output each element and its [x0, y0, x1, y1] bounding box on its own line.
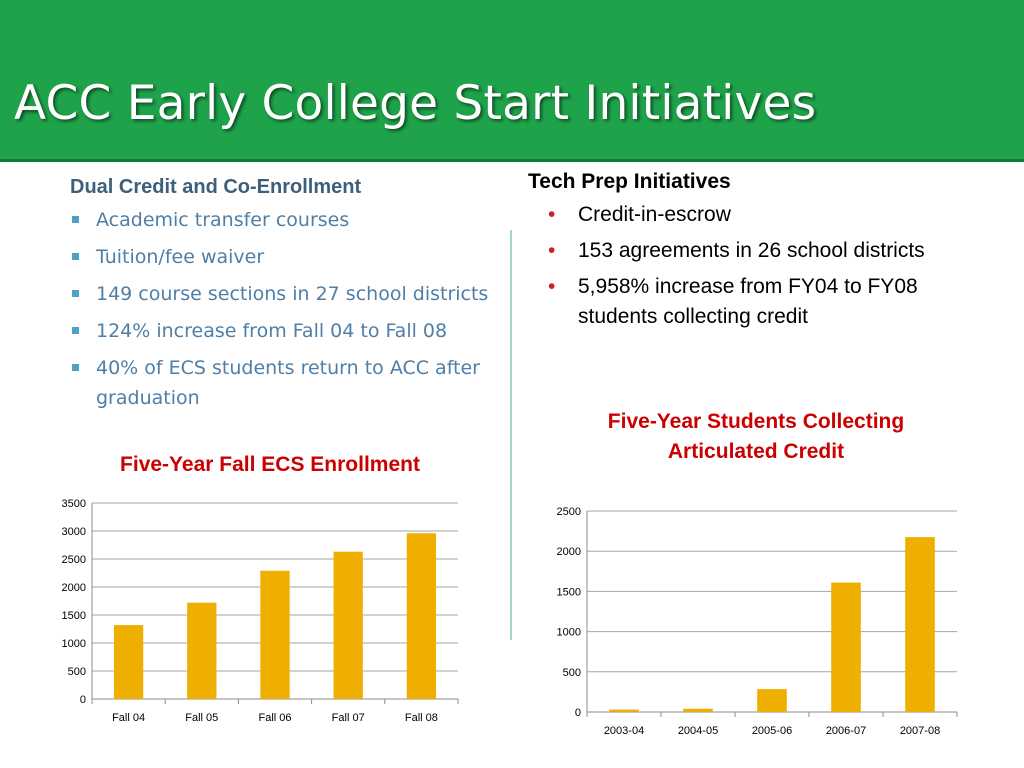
chart-title-articulated: Five-Year Students Collecting Articulate…	[607, 410, 905, 463]
list-item: • Credit-in-escrow	[528, 200, 968, 230]
list-item: Tuition/fee waiver	[70, 242, 490, 272]
bullet-text: Academic transfer courses	[96, 209, 350, 231]
square-bullet-icon	[72, 216, 79, 223]
round-bullet-icon: •	[548, 239, 556, 262]
bar	[406, 533, 437, 699]
y-tick-label: 3000	[62, 526, 86, 538]
x-tick-label: Fall 08	[405, 712, 438, 724]
y-tick-label: 1000	[557, 627, 581, 639]
list-item: 40% of ECS students return to ACC after …	[70, 353, 490, 413]
x-tick-label: 2005-06	[752, 725, 792, 737]
bar	[260, 570, 290, 699]
y-tick-label: 500	[68, 666, 86, 678]
y-tick-label: 1500	[557, 586, 581, 598]
slide-title: ACC Early College Start Initiatives	[14, 76, 817, 131]
bar	[757, 689, 787, 712]
chart-title-enrollment: Five-Year Fall ECS Enrollment	[120, 453, 420, 476]
round-bullet-icon: •	[548, 275, 556, 298]
x-tick-label: 2003-04	[604, 725, 644, 737]
right-bullet-list: • Credit-in-escrow • 153 agreements in 26 …	[528, 200, 968, 332]
bar	[609, 709, 639, 712]
bullet-text: Tuition/fee waiver	[96, 246, 265, 268]
y-tick-label: 2000	[557, 546, 581, 558]
y-tick-label: 2500	[557, 506, 581, 518]
x-tick-label: 2006-07	[826, 725, 866, 737]
x-tick-label: Fall 07	[332, 712, 365, 724]
y-tick-label: 500	[563, 667, 581, 679]
bar	[333, 551, 363, 699]
list-item: Academic transfer courses	[70, 205, 490, 235]
x-tick-label: 2007-08	[900, 725, 940, 737]
x-tick-label: Fall 05	[185, 712, 218, 724]
square-bullet-icon	[72, 364, 79, 371]
round-bullet-icon: •	[548, 203, 556, 226]
enrollment-bar-chart: 0 500 1000 1500 2000 2500 3000 3500 Fall 04 Fall …	[62, 498, 459, 724]
list-item: • 5,958% increase from FY04 to FY08 stude…	[528, 272, 968, 332]
x-tick-label: Fall 04	[112, 712, 145, 724]
bar	[113, 625, 144, 699]
left-heading: Dual Credit and Co-Enrollment	[70, 176, 362, 198]
bullet-text: 5,958% increase from FY04 to FY08 studen…	[578, 275, 918, 328]
y-tick-label: 1000	[62, 638, 86, 650]
square-bullet-icon	[72, 253, 79, 260]
bullet-text: 124% increase from Fall 04 to Fall 08	[96, 320, 448, 342]
list-item: 124% increase from Fall 04 to Fall 08	[70, 316, 490, 346]
bar	[831, 582, 861, 712]
title-bar: ACC Early College Start Initiatives	[0, 0, 1024, 162]
bullet-text: 40% of ECS students return to ACC after …	[96, 357, 480, 409]
y-tick-label: 2000	[62, 582, 86, 594]
articulated-credit-bar-chart: 0 500 1000 1500 2000 2500 2003-04 2004-05 2005-0…	[557, 506, 958, 737]
left-bullet-list: Academic transfer courses Tuition/fee wa…	[70, 205, 490, 413]
square-bullet-icon	[72, 290, 79, 297]
right-heading: Tech Prep Initiatives	[528, 170, 731, 193]
y-tick-label: 1500	[62, 610, 86, 622]
bar	[905, 537, 935, 712]
x-tick-label: 2004-05	[678, 725, 718, 737]
y-tick-label: 3500	[62, 498, 86, 510]
square-bullet-icon	[72, 327, 79, 334]
y-tick-label: 0	[575, 707, 581, 719]
column-divider	[510, 230, 512, 640]
bar	[187, 602, 217, 699]
bullet-text: Credit-in-escrow	[578, 203, 731, 226]
y-tick-label: 2500	[62, 554, 86, 566]
bullet-text: 149 course sections in 27 school distric…	[96, 283, 489, 305]
bullet-text: 153 agreements in 26 school districts	[578, 239, 925, 262]
y-tick-label: 0	[80, 694, 86, 706]
x-tick-label: Fall 06	[258, 712, 291, 724]
list-item: • 153 agreements in 26 school districts	[528, 236, 968, 266]
left-column: Dual Credit and Co-Enrollment Academic t…	[70, 176, 490, 420]
list-item: 149 course sections in 27 school distric…	[70, 279, 490, 309]
right-column: Tech Prep Initiatives • Credit-in-escrow …	[528, 170, 968, 338]
bar	[683, 708, 713, 712]
